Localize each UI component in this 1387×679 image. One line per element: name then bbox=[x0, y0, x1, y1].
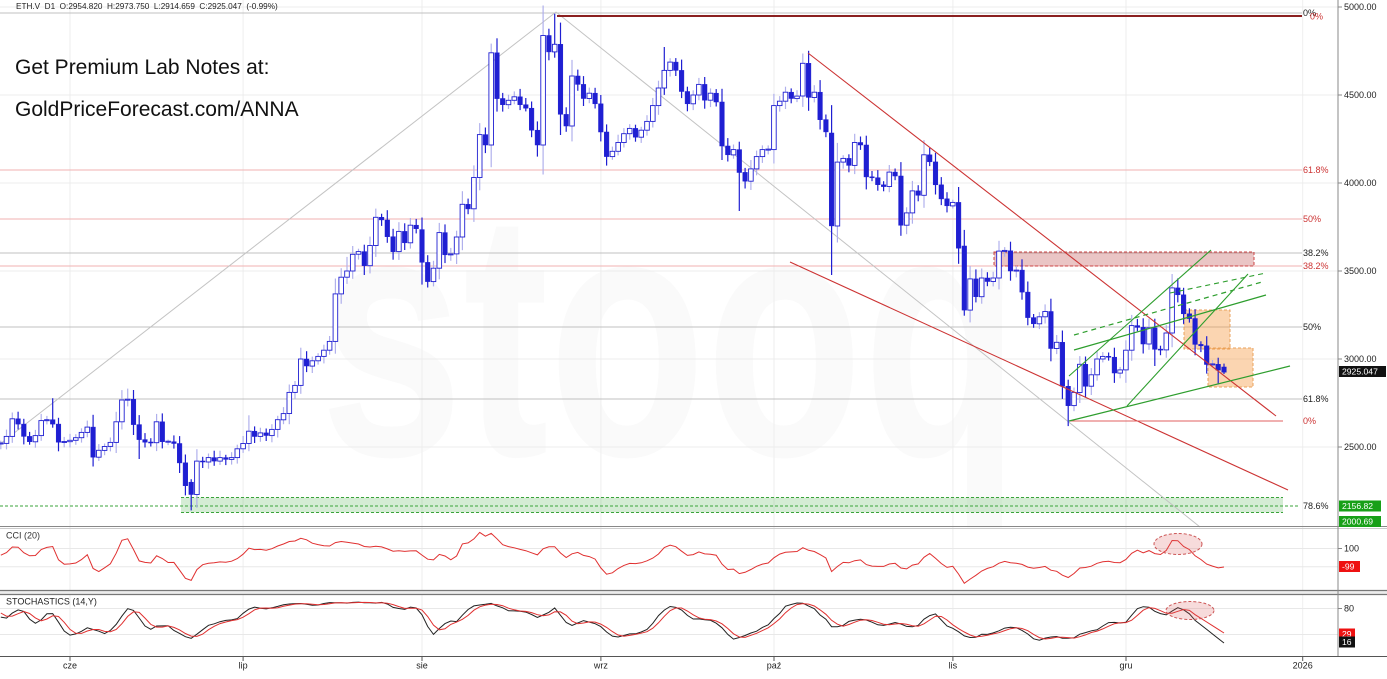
svg-text:4000.00: 4000.00 bbox=[1344, 178, 1377, 188]
svg-text:lis: lis bbox=[949, 661, 958, 671]
svg-text:Get Premium Lab Notes at:: Get Premium Lab Notes at: bbox=[15, 56, 269, 79]
svg-text:50%: 50% bbox=[1303, 214, 1321, 224]
svg-text:38.2%: 38.2% bbox=[1303, 261, 1329, 271]
svg-text:2000.69: 2000.69 bbox=[1342, 517, 1373, 527]
svg-text:GoldPriceForecast.com/ANNA: GoldPriceForecast.com/ANNA bbox=[15, 98, 299, 121]
svg-text:2500.00: 2500.00 bbox=[1344, 442, 1377, 452]
svg-text:gru: gru bbox=[1119, 661, 1132, 671]
svg-text:cze: cze bbox=[63, 661, 77, 671]
svg-text:61.8%: 61.8% bbox=[1303, 165, 1329, 175]
svg-text:4500.00: 4500.00 bbox=[1344, 90, 1377, 100]
svg-text:78.6%: 78.6% bbox=[1303, 501, 1329, 511]
svg-text:100: 100 bbox=[1344, 544, 1359, 554]
svg-text:38.2%: 38.2% bbox=[1303, 248, 1329, 258]
svg-text:2156.82: 2156.82 bbox=[1342, 501, 1373, 511]
svg-text:2925.047: 2925.047 bbox=[1342, 367, 1378, 377]
svg-text:16: 16 bbox=[1342, 637, 1352, 647]
svg-text:wrz: wrz bbox=[593, 661, 608, 671]
svg-text:61.8%: 61.8% bbox=[1303, 394, 1329, 404]
svg-text:sie: sie bbox=[416, 661, 428, 671]
svg-text:0%: 0% bbox=[1310, 12, 1323, 22]
svg-text:0%: 0% bbox=[1303, 416, 1316, 426]
svg-text:29: 29 bbox=[1342, 629, 1352, 639]
svg-text:paź: paź bbox=[767, 661, 782, 671]
svg-text:0%: 0% bbox=[1303, 8, 1316, 18]
svg-text:STOCHASTICS (14,Y): STOCHASTICS (14,Y) bbox=[6, 597, 97, 607]
svg-text:2026: 2026 bbox=[1293, 661, 1313, 671]
svg-text:ETH.V D1 O:2954.820 H:2973.: ETH.V D1 O:2954.820 H:2973.750 L:2914.65… bbox=[16, 2, 278, 11]
svg-text:-99: -99 bbox=[1342, 562, 1355, 572]
svg-text:80: 80 bbox=[1344, 604, 1354, 614]
svg-text:CCI (20): CCI (20) bbox=[6, 531, 40, 541]
svg-text:3000.00: 3000.00 bbox=[1344, 354, 1377, 364]
svg-text:5000.00: 5000.00 bbox=[1344, 2, 1377, 12]
svg-text:50%: 50% bbox=[1303, 322, 1321, 332]
svg-text:3500.00: 3500.00 bbox=[1344, 266, 1377, 276]
svg-text:lip: lip bbox=[239, 661, 248, 671]
